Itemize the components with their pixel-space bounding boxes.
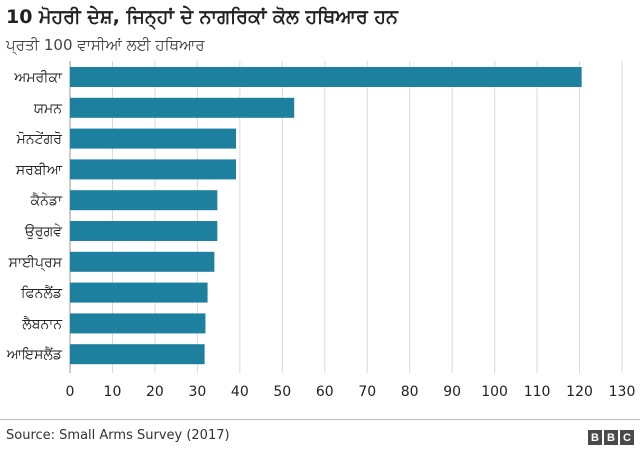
footer-divider xyxy=(0,419,640,420)
bar xyxy=(70,97,295,118)
category-label: ਯਮਨ xyxy=(33,101,62,117)
bar xyxy=(70,67,582,87)
category-label: ਸਰਬੀਆ xyxy=(15,162,63,178)
bbc-logo: B B C xyxy=(588,430,634,445)
x-tick-label: 100 xyxy=(481,384,508,400)
bar xyxy=(70,344,205,365)
bar-chart: ਅਮਰੀਕਾ ਯਮਨ ਮੋਨਟੇਂਗਰੋ ਸਰਬੀਆ ਕੈਨੇਡਾ ਉਰੁਗਵੇ ਸਾਈਪ੍… xyxy=(6,61,636,400)
source-note: Source: Small Arms Survey (2017) xyxy=(6,428,230,443)
category-label: ਸਾਈਪ੍ਰਸ xyxy=(8,255,63,272)
bar xyxy=(70,313,206,334)
bar xyxy=(70,190,218,211)
x-tick-label: 0 xyxy=(66,384,75,400)
bars xyxy=(70,67,582,365)
category-label: ਉਰੁਗਵੇ xyxy=(24,224,63,240)
bar xyxy=(70,251,215,272)
x-tick-label: 130 xyxy=(609,384,636,400)
bbc-logo-letter: B xyxy=(588,430,602,445)
category-label: ਕੈਨੇਡਾ xyxy=(30,192,63,209)
x-tick-label: 110 xyxy=(524,384,551,400)
x-tick-label: 60 xyxy=(316,384,334,400)
x-axis-ticks: 0 10 20 30 40 50 60 70 80 90 100 110 120 130 xyxy=(66,384,636,400)
bar xyxy=(70,128,237,149)
category-label: ਆਇਸਲੈਂਡ xyxy=(6,346,63,363)
category-labels: ਅਮਰੀਕਾ ਯਮਨ ਮੋਨਟੇਂਗਰੋ ਸਰਬੀਆ ਕੈਨੇਡਾ ਉਰੁਗਵੇ ਸਾਈਪ੍… xyxy=(6,70,63,363)
bar xyxy=(70,282,208,303)
category-label: ਮੋਨਟੇਂਗਰੋ xyxy=(16,132,63,148)
bbc-logo-letter: B xyxy=(604,430,618,445)
bar xyxy=(70,159,237,180)
x-tick-label: 50 xyxy=(273,384,291,400)
x-tick-label: 20 xyxy=(146,384,164,400)
x-tick-label: 40 xyxy=(231,384,249,400)
x-tick-label: 10 xyxy=(104,384,122,400)
x-tick-label: 90 xyxy=(443,384,461,400)
x-tick-label: 30 xyxy=(188,384,206,400)
chart-title: 10 ਮੋਹਰੀ ਦੇਸ਼, ਜਿਨ੍ਹਾਂ ਦੇ ਨਾਗਰਿਕਾਂ ਕੋਲ ਹ… xyxy=(6,6,398,28)
category-label: ਲੈਬਨਾਨ xyxy=(21,315,62,332)
x-tick-label: 80 xyxy=(401,384,419,400)
chart-subtitle: ਪ੍ਰਤੀ 100 ਵਾਸੀਆਂ ਲਈ ਹਥਿਆਰ xyxy=(6,36,205,54)
category-label: ਫਿਨਲੈਂਡ xyxy=(20,285,63,302)
x-tick-label: 120 xyxy=(566,384,593,400)
category-label: ਅਮਰੀਕਾ xyxy=(13,70,63,86)
bar xyxy=(70,221,218,241)
x-tick-label: 70 xyxy=(358,384,376,400)
bbc-logo-letter: C xyxy=(620,430,634,445)
